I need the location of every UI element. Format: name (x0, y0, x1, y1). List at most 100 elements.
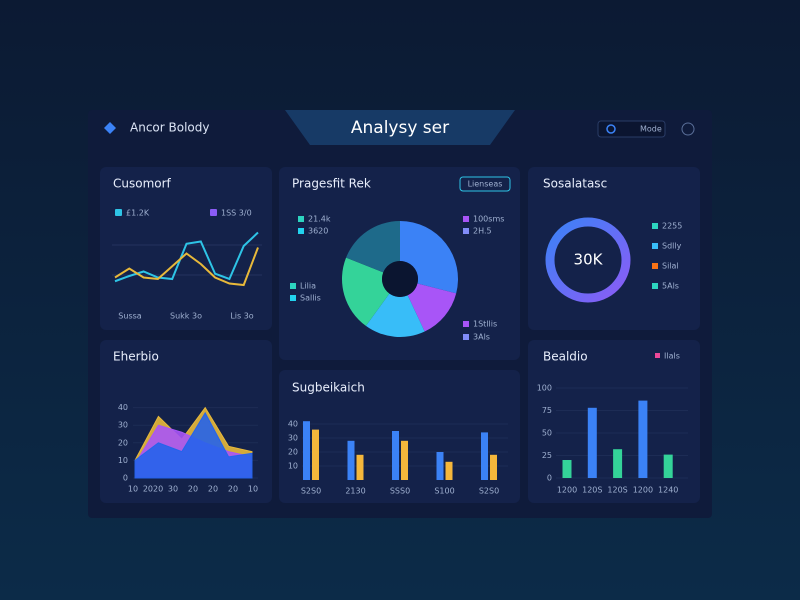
x-tick-label: S2S0 (479, 487, 499, 496)
x-tick-label: 20 (208, 485, 218, 494)
panel-title: Bealdio (543, 350, 588, 364)
bar (401, 440, 408, 480)
x-tick-label: 10 (128, 485, 138, 494)
y-tick-label: 30 (288, 434, 298, 443)
x-tick-label: 10 (248, 485, 258, 494)
legend-marker (210, 209, 217, 216)
y-tick-label: 30 (118, 421, 128, 430)
bar (638, 400, 648, 478)
y-tick-label: 0 (123, 474, 128, 483)
x-tick-label: 1200 (557, 486, 577, 495)
bar (347, 440, 355, 480)
y-tick-label: 20 (288, 448, 298, 457)
x-tick-label: S100 (434, 487, 454, 496)
bar (587, 407, 597, 478)
x-tick-label: Sukk 3o (170, 312, 202, 321)
pie-hole (382, 261, 418, 297)
x-tick-label: SSS0 (390, 487, 410, 496)
legend-marker (463, 334, 469, 340)
panel (279, 370, 520, 503)
y-tick-label: 25 (542, 451, 552, 460)
bar (303, 421, 310, 480)
legend-marker (463, 228, 469, 234)
x-tick-label: 2130 (345, 487, 365, 496)
legend-label: Sallis (300, 294, 321, 303)
legend-label: 3Als (473, 333, 490, 342)
x-tick-label: S2S0 (301, 487, 321, 496)
bar (490, 454, 497, 480)
x-tick-label: Sussa (118, 312, 141, 321)
legend-label: 2255 (662, 222, 682, 231)
legend-label: 21.4k (308, 215, 331, 224)
bar (392, 431, 399, 480)
legend-marker (463, 216, 469, 222)
bar (481, 432, 488, 480)
legend-marker (652, 243, 658, 249)
legend-marker (290, 295, 296, 301)
legend-label: 2H.5 (473, 227, 492, 236)
bar (445, 461, 453, 480)
pie-slice (365, 293, 425, 337)
legend-marker (290, 283, 296, 289)
bar (312, 429, 319, 480)
legend-marker (298, 228, 304, 234)
legend-marker (655, 353, 660, 358)
page-title: Analysy ser (351, 118, 449, 138)
kpi-value: 30K (574, 251, 604, 269)
panel-title: Eherbio (113, 350, 159, 364)
x-tick-label: 120S (607, 486, 627, 495)
x-tick-label: 120S (582, 486, 602, 495)
y-tick-label: 100 (537, 384, 552, 393)
x-tick-label: 2020 (143, 485, 163, 494)
legend-label: 3620 (308, 227, 328, 236)
legend-label: Sdlly (662, 242, 682, 251)
x-tick-label: Lis 3o (230, 312, 253, 321)
legend-label: Lilia (300, 282, 316, 291)
pie-slice (400, 221, 458, 294)
legend-label: Ilals (664, 352, 680, 361)
panel-button[interactable] (459, 176, 511, 192)
y-tick-label: 50 (542, 429, 552, 438)
bar (663, 454, 673, 478)
bar (436, 452, 444, 480)
legend-marker (652, 263, 658, 269)
panel-title: Cusomorf (113, 177, 172, 191)
line-series (114, 231, 259, 283)
x-tick-label: 1200 (633, 486, 653, 495)
brand: Ancor Bolody (130, 121, 209, 135)
pie-slice (407, 283, 457, 332)
panel-title: Sugbeikaich (292, 381, 365, 395)
title-tab (285, 110, 515, 145)
logo (104, 122, 116, 134)
panel (100, 167, 272, 330)
toggle-knob (606, 124, 616, 134)
x-tick-label: 20 (188, 485, 198, 494)
legend-label: 1SS 3/0 (221, 209, 252, 218)
bar (356, 454, 364, 480)
legend-marker (652, 283, 658, 289)
legend-label: Silal (662, 262, 679, 271)
legend-marker (298, 216, 304, 222)
legend-marker (463, 321, 469, 327)
toggle-label: Mode (640, 125, 662, 134)
y-tick-label: 10 (288, 462, 298, 471)
pie-slice (342, 257, 390, 326)
pie-slice (346, 221, 400, 273)
mode-toggle[interactable] (597, 120, 666, 138)
y-tick-label: 10 (118, 456, 128, 465)
line-series (114, 247, 259, 287)
kpi-ring (545, 217, 631, 303)
legend-marker (115, 209, 122, 216)
legend-marker (652, 223, 658, 229)
settings-icon[interactable] (681, 122, 695, 136)
legend-label: £1.2K (126, 209, 150, 218)
legend-label: 5Als (662, 282, 679, 291)
x-tick-label: 1240 (658, 486, 678, 495)
legend-label: 1Stllis (473, 320, 497, 329)
y-tick-label: 20 (118, 438, 128, 447)
panel-title: Pragesfit Rek (292, 177, 371, 191)
y-tick-label: 40 (288, 420, 298, 429)
y-tick-label: 0 (547, 474, 552, 483)
